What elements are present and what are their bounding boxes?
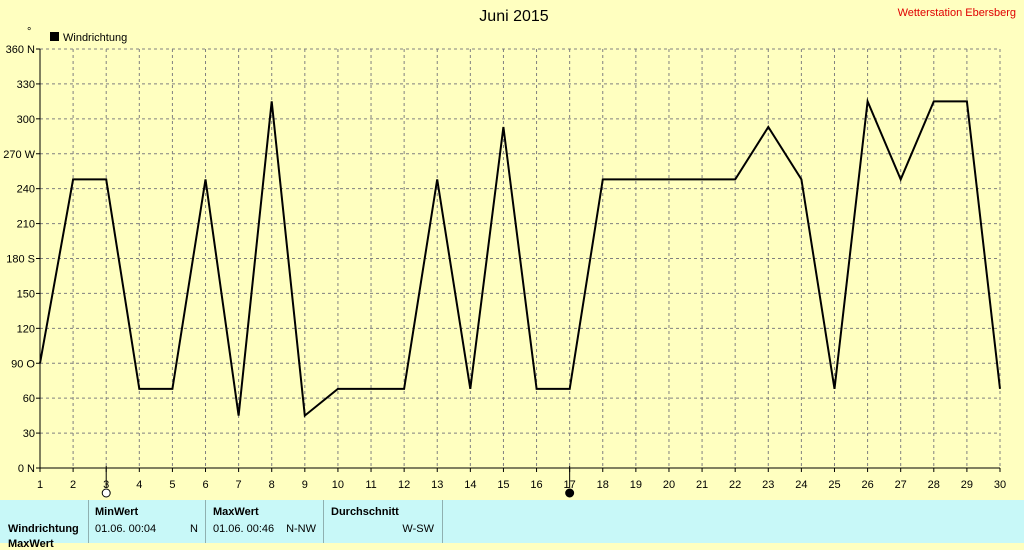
y-tick-label: 180 S xyxy=(6,254,35,266)
chart-title: Juni 2015 xyxy=(479,8,548,25)
x-tick-label: 7 xyxy=(236,479,242,491)
y-tick-label: 30 xyxy=(23,428,35,440)
series-line-windrichtung xyxy=(39,97,1001,418)
row-label-maxwert: MaxWert xyxy=(8,538,54,550)
x-tick-label: 6 xyxy=(202,479,208,491)
x-tick-label: 14 xyxy=(464,479,476,491)
wind-direction-chart: Juni 2015 Wetterstation Ebersberg ° Wind… xyxy=(3,7,1016,498)
x-tick-label: 4 xyxy=(136,479,142,491)
x-tick-label: 25 xyxy=(828,479,840,491)
y-tick-label: 360 N xyxy=(6,44,35,56)
max-header: MaxWert xyxy=(213,506,259,518)
grid xyxy=(40,48,1001,468)
y-tick-label: 120 xyxy=(17,323,35,335)
max-direction: N-NW xyxy=(286,523,316,535)
x-tick-label: 12 xyxy=(398,479,410,491)
y-tick-label: 60 xyxy=(23,393,35,405)
x-tick-label: 8 xyxy=(269,479,275,491)
avg-column: Durchschnitt W-SW xyxy=(323,500,443,543)
max-column: MaxWert 01.06. 00:46 N-NW xyxy=(205,500,324,543)
x-tick-label: 15 xyxy=(497,479,509,491)
x-tick-label: 22 xyxy=(729,479,741,491)
x-tick-label: 18 xyxy=(597,479,609,491)
x-tick-label: 11 xyxy=(365,479,376,491)
x-tick-label: 30 xyxy=(994,479,1006,491)
y-tick-label: 300 xyxy=(17,114,35,126)
x-tick-label: 19 xyxy=(630,479,642,491)
avg-value: W-SW xyxy=(402,523,434,535)
min-direction: N xyxy=(190,523,198,535)
y-tick-label: 330 xyxy=(17,79,35,91)
y-tick-label: 150 xyxy=(17,288,35,300)
max-marker xyxy=(565,488,575,498)
x-tick-label: 21 xyxy=(696,479,708,491)
x-tick-label: 1 xyxy=(37,479,43,491)
x-tick-label: 23 xyxy=(762,479,774,491)
x-tick-label: 20 xyxy=(663,479,675,491)
statistics-panel: Windrichtung MaxWert MinWert 01.06. 00:0… xyxy=(0,500,1024,550)
extreme-markers xyxy=(101,466,575,498)
series-layer xyxy=(39,97,1001,418)
min-header: MinWert xyxy=(95,506,139,518)
row-label-windrichtung: Windrichtung xyxy=(8,523,79,535)
y-tick-label: 210 xyxy=(17,219,35,231)
x-tick-label: 13 xyxy=(431,479,443,491)
y-tick-label: 240 xyxy=(17,184,35,196)
y-tick-label: 0 N xyxy=(18,463,35,475)
station-name: Wetterstation Ebersberg xyxy=(898,7,1016,19)
max-value: 01.06. 00:46 xyxy=(213,523,275,535)
y-tick-label: 270 W xyxy=(3,149,35,161)
degree-mark: ° xyxy=(27,26,31,38)
x-tick-label: 5 xyxy=(169,479,175,491)
y-tick-label: 90 O xyxy=(11,358,35,370)
x-tick-label: 16 xyxy=(530,479,542,491)
x-tick-label: 2 xyxy=(70,479,76,491)
min-marker xyxy=(101,488,111,498)
x-tick-label: 27 xyxy=(895,479,907,491)
x-tick-label: 10 xyxy=(332,479,344,491)
x-tick-label: 28 xyxy=(928,479,940,491)
legend-swatch xyxy=(50,32,59,41)
min-column: MinWert 01.06. 00:04 N xyxy=(88,500,206,543)
x-tick-label: 24 xyxy=(795,479,807,491)
legend-label: Windrichtung xyxy=(63,32,127,44)
min-value: 01.06. 00:04 xyxy=(95,523,157,535)
x-tick-label: 26 xyxy=(861,479,873,491)
x-tick-label: 9 xyxy=(302,479,308,491)
x-tick-label: 29 xyxy=(961,479,973,491)
avg-header: Durchschnitt xyxy=(331,506,399,518)
